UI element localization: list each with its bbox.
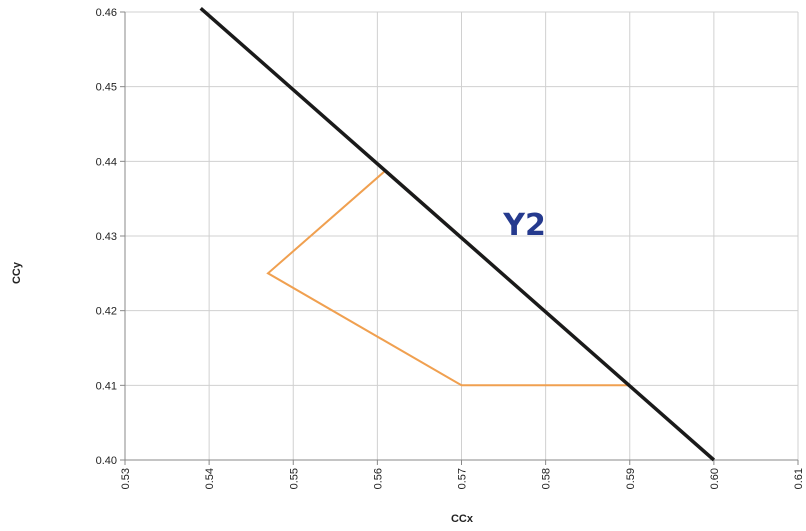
y-tick-label: 0.41 xyxy=(96,380,117,392)
x-tick-label: 0.54 xyxy=(204,468,216,489)
x-tick-label: 0.61 xyxy=(793,468,805,489)
x-tick-label: 0.55 xyxy=(288,468,300,489)
y-tick-label: 0.44 xyxy=(96,156,117,168)
y-tick-label: 0.40 xyxy=(96,455,117,467)
y-axis-ticks: 0.40 0.41 0.42 0.43 0.44 0.45 0.46 xyxy=(96,7,117,467)
y-tick-label: 0.45 xyxy=(96,82,117,94)
plot-area xyxy=(124,12,798,461)
color-region-outline xyxy=(266,168,633,387)
grid xyxy=(120,11,799,465)
x-tick-label: 0.56 xyxy=(372,468,384,489)
y-tick-label: 0.43 xyxy=(96,231,117,243)
x-tick-label: 0.57 xyxy=(457,468,469,489)
x-tick-label: 0.60 xyxy=(709,468,721,489)
region-label-y2: Y2 xyxy=(502,208,546,243)
y-tick-label: 0.46 xyxy=(96,7,117,19)
x-tick-label: 0.58 xyxy=(541,468,553,489)
boundary-line xyxy=(199,6,716,462)
x-axis-label: CCx xyxy=(451,513,474,525)
x-axis-ticks: 0.53 0.54 0.55 0.56 0.57 0.58 0.59 0.60 0.61 xyxy=(120,468,805,489)
series-layer xyxy=(199,6,716,462)
y-tick-label: 0.42 xyxy=(96,306,117,318)
x-tick-label: 0.59 xyxy=(625,468,637,489)
x-tick-label: 0.53 xyxy=(120,468,132,489)
annotations: Y2 xyxy=(502,208,546,243)
y-axis-label: CCy xyxy=(11,261,23,284)
